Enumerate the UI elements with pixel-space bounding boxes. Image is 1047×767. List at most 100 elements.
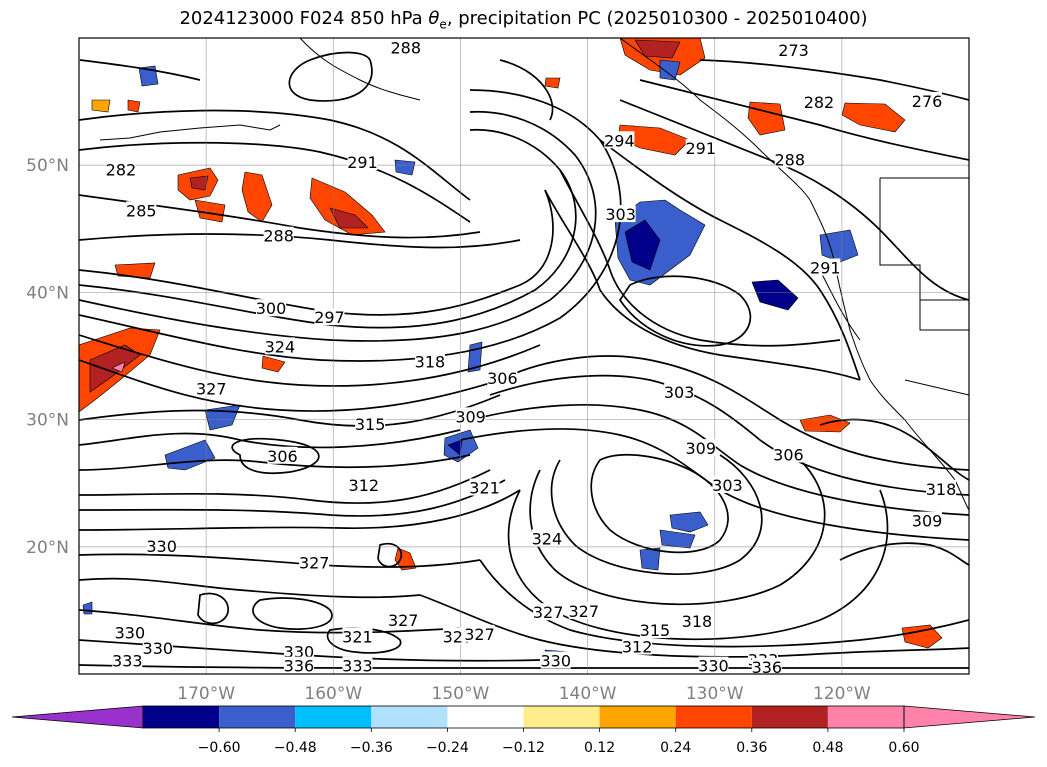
colorbar-bin xyxy=(295,706,372,728)
contour-label-bg xyxy=(146,537,177,555)
contour-label-bg xyxy=(414,352,445,370)
contour-label: 333 xyxy=(342,657,373,676)
contour-label-bg xyxy=(912,511,943,529)
contour-label-bg xyxy=(255,299,286,317)
contour-label: 306 xyxy=(487,369,518,388)
contour-label-bg xyxy=(455,407,486,425)
contour-label-bg xyxy=(803,93,834,111)
contour-label: 300 xyxy=(256,299,287,318)
contour-label: 324 xyxy=(265,337,296,356)
contour-label-bg xyxy=(926,479,957,497)
contour-label-bg xyxy=(774,150,805,168)
contour-label: 303 xyxy=(605,205,636,224)
contour-label: 318 xyxy=(926,480,957,499)
lon-tick-label: 140°W xyxy=(559,684,617,704)
contour-label-bg xyxy=(388,610,419,628)
contour-label-bg xyxy=(196,379,227,397)
colorbar-extend-min xyxy=(11,705,144,729)
lon-tick-label: 170°W xyxy=(177,684,235,704)
contour-label: 303 xyxy=(664,383,695,402)
lat-tick-label: 20°N xyxy=(26,538,69,558)
colorbar-bin xyxy=(675,706,752,728)
colorbar-tick-label: 0.36 xyxy=(736,740,767,756)
lat-tick-label: 40°N xyxy=(26,283,69,303)
contour-label: 291 xyxy=(685,139,716,158)
colorbar-tick-label: −0.24 xyxy=(426,740,469,756)
contour-label-bg xyxy=(778,40,809,58)
contour-label: 288 xyxy=(774,150,805,169)
colorbar-bin xyxy=(599,706,676,728)
colorbar-tick-label: −0.12 xyxy=(502,740,545,756)
contour-label-bg xyxy=(264,337,295,355)
contour-label-bg xyxy=(751,657,782,674)
contour-label-bg xyxy=(685,439,716,457)
lat-tick-label: 50°N xyxy=(26,156,69,176)
colorbar-tick-label: −0.60 xyxy=(198,740,241,756)
contour-label: 330 xyxy=(143,639,174,658)
colorbar-bin xyxy=(447,706,524,728)
contour-label: 336 xyxy=(284,657,315,676)
contour-label: 309 xyxy=(912,512,943,531)
contour-label-bg xyxy=(568,601,599,619)
contour-label: 330 xyxy=(698,657,729,676)
contour-label-bg xyxy=(540,651,571,669)
contour-label-bg xyxy=(112,651,143,669)
contour-label: 312 xyxy=(349,476,380,495)
colorbar-bin xyxy=(523,706,600,728)
contour-label-bg xyxy=(105,160,136,178)
contour-label: 327 xyxy=(196,379,227,398)
contour-label-bg xyxy=(390,38,421,56)
contour-label-bg xyxy=(464,624,495,642)
contour-label: 291 xyxy=(810,259,841,278)
contour-label-bg xyxy=(299,553,330,571)
contour-label: 288 xyxy=(263,227,294,246)
contour-label-bg xyxy=(342,627,373,645)
contour-label: 294 xyxy=(604,131,635,150)
contour-label: 327 xyxy=(568,602,599,621)
contour-label: 327 xyxy=(388,611,419,630)
colorbar-bin xyxy=(827,706,904,728)
contour-label-bg xyxy=(342,656,373,674)
contour-label-bg xyxy=(685,138,716,156)
title-prefix: 2024123000 F024 850 hPa xyxy=(179,8,429,29)
contour-label-bg xyxy=(604,131,635,149)
colorbar-tick-label: −0.48 xyxy=(274,740,317,756)
contour-label-bg xyxy=(347,152,378,170)
contour-label: 327 xyxy=(299,554,330,573)
contour-label: 318 xyxy=(415,353,446,372)
contour-label-bg xyxy=(487,369,518,387)
colorbar-tick-label: 0.60 xyxy=(888,740,919,756)
colorbar-extend-max xyxy=(903,705,1036,729)
contour-label: 312 xyxy=(622,638,653,657)
contour-label-bg xyxy=(267,446,298,464)
contour-label: 327 xyxy=(533,603,564,622)
lon-tick-label: 130°W xyxy=(686,684,744,704)
contour-label-bg xyxy=(283,656,314,674)
lon-tick-label: 160°W xyxy=(304,684,362,704)
contour-label: 282 xyxy=(106,161,137,180)
colorbar-tick-label: 0.12 xyxy=(584,740,615,756)
contour-label-bg xyxy=(469,478,500,496)
contour-label: 306 xyxy=(773,445,804,464)
lon-tick-label: 150°W xyxy=(432,684,490,704)
lon-tick-label: 120°W xyxy=(813,684,871,704)
title-symbol-subscript: e xyxy=(439,17,447,32)
contour-label: 291 xyxy=(347,153,378,172)
contour-label: 297 xyxy=(314,308,345,327)
contour-label-bg xyxy=(810,258,841,276)
contour-label: 273 xyxy=(778,41,809,60)
contour-label-bg xyxy=(126,201,157,219)
contour-label: 282 xyxy=(804,93,835,112)
coastlines xyxy=(99,38,969,511)
contour-label: 330 xyxy=(146,537,177,556)
latitude-labels: 50°N 40°N 30°N 20°N xyxy=(26,156,69,558)
contour-label: 315 xyxy=(355,415,386,434)
contour-label-bg xyxy=(912,91,943,109)
map-title: 2024123000 F024 850 hPa θe, precipitatio… xyxy=(0,8,1047,32)
contour-label-bg xyxy=(681,612,712,630)
contour-label: 327 xyxy=(464,625,495,644)
lat-tick-label: 30°N xyxy=(26,411,69,431)
contour-label-bg xyxy=(773,445,804,463)
title-suffix: , precipitation PC (2025010300 - 2025010… xyxy=(446,8,868,29)
